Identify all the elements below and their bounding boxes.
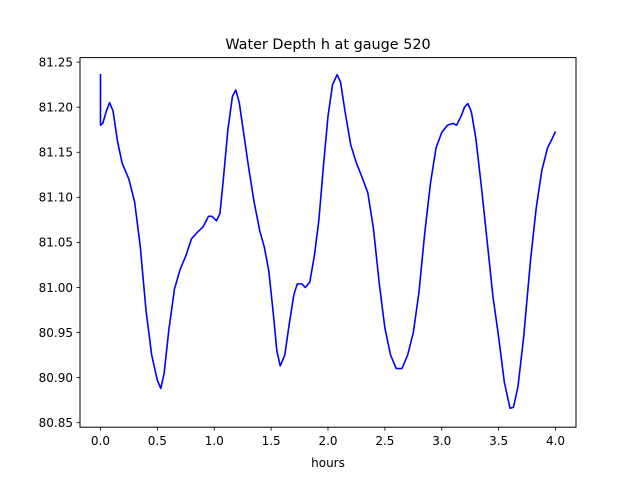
y-tick-label: 81.25 (39, 55, 73, 69)
plot-area: 0.0 0.5 1.0 1.5 2.0 2.5 3.0 3.5 4.0 80.8580.9080… (39, 55, 577, 448)
x-tick-label: 3.0 (432, 434, 451, 448)
series-layer (99, 73, 557, 410)
plot-frame (79, 57, 577, 428)
y-tick-label: 80.90 (39, 371, 73, 385)
x-tick-label: 2.5 (375, 434, 394, 448)
y-tick-label: 81.15 (39, 146, 73, 160)
x-tick-label: 4.0 (546, 434, 565, 448)
x-tick-label: 0.5 (148, 434, 167, 448)
y-tick-label: 81.10 (39, 191, 73, 205)
x-tick-label: 3.5 (489, 434, 508, 448)
x-tick-label: 2.0 (318, 434, 337, 448)
y-tick-label: 81.00 (39, 281, 73, 295)
x-axis-ticks: 0.0 0.5 1.0 1.5 2.0 2.5 3.0 3.5 4.0 (91, 427, 565, 448)
y-axis-ticks: 80.85 80.90 80.95 81.00 81.05 81.10 81.15 81.20… (39, 55, 80, 430)
y-tick-label: 80.85 (39, 416, 73, 430)
chart-title: Water Depth h at gauge 520 (225, 37, 430, 53)
series-line-0 (99, 73, 557, 410)
y-tick-label: 80.95 (39, 326, 73, 340)
x-tick-label: 1.0 (205, 434, 224, 448)
x-tick-label: 0.0 (91, 434, 110, 448)
x-tick-label: 1.5 (262, 434, 281, 448)
y-tick-label: 81.20 (39, 100, 73, 114)
y-tick-label: 81.05 (39, 236, 73, 250)
x-axis-label: hours (311, 456, 345, 470)
